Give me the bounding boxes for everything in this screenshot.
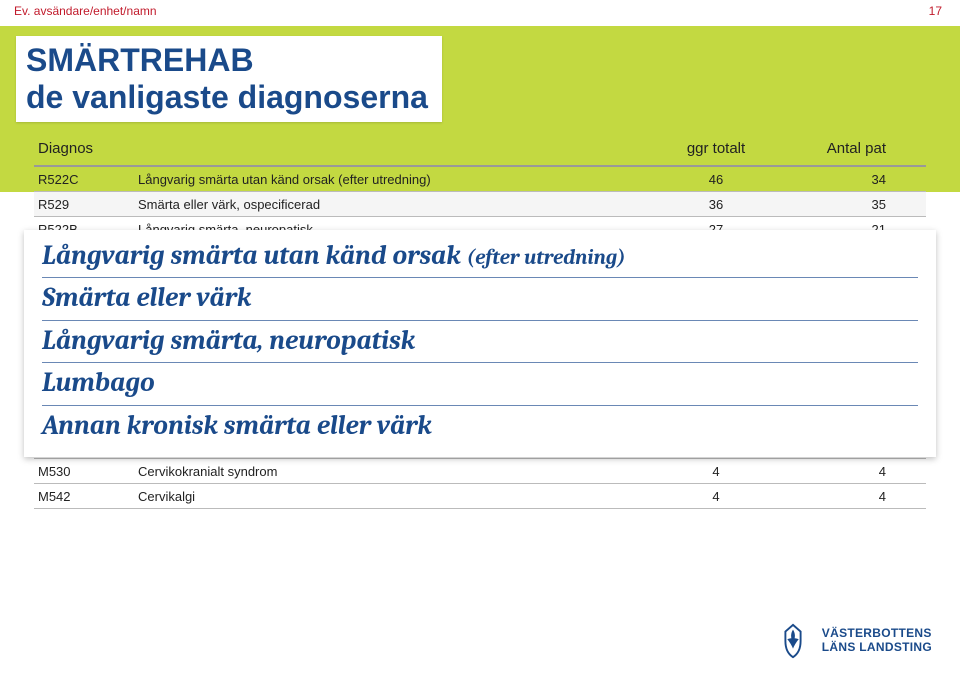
table-row: R529Smärta eller värk, ospecificerad3635 bbox=[34, 192, 926, 217]
table-header-row: Diagnos ggr totalt Antal pat bbox=[34, 134, 926, 166]
table-row: R522CLångvarig smärta utan känd orsak (e… bbox=[34, 166, 926, 192]
page-number: 17 bbox=[929, 4, 942, 18]
landsting-logo: VÄSTERBOTTENS LÄNS LANDSTING bbox=[774, 622, 932, 660]
table-row: M542Cervikalgi44 bbox=[34, 484, 926, 509]
overlay-line: Långvarig smärta utan känd orsak (efter … bbox=[42, 236, 918, 278]
cell-ggr: 36 bbox=[646, 192, 786, 217]
title-line-2: de vanligaste diagnoserna bbox=[26, 79, 428, 115]
logo-text-line2: LÄNS LANDSTING bbox=[822, 641, 932, 655]
cell-code: R529 bbox=[34, 192, 134, 217]
table-row: M530Cervikokranialt syndrom44 bbox=[34, 459, 926, 484]
title-line-1: SMÄRTREHAB bbox=[26, 42, 254, 78]
title-card: SMÄRTREHAB de vanligaste diagnoserna bbox=[16, 36, 442, 122]
cell-desc: Cervikalgi bbox=[134, 484, 646, 509]
cell-antal: 4 bbox=[786, 459, 926, 484]
cell-antal: 4 bbox=[786, 484, 926, 509]
cell-code: M542 bbox=[34, 484, 134, 509]
col-diagnos: Diagnos bbox=[34, 134, 134, 166]
cell-ggr: 4 bbox=[646, 484, 786, 509]
logo-icon bbox=[774, 622, 812, 660]
col-ggr: ggr totalt bbox=[646, 134, 786, 166]
cell-ggr: 46 bbox=[646, 166, 786, 192]
col-antal: Antal pat bbox=[786, 134, 926, 166]
cell-desc: Smärta eller värk, ospecificerad bbox=[134, 192, 646, 217]
cell-antal: 34 bbox=[786, 166, 926, 192]
cell-desc: Långvarig smärta utan känd orsak (efter … bbox=[134, 166, 646, 192]
highlight-overlay: Långvarig smärta utan känd orsak (efter … bbox=[24, 230, 936, 457]
cell-ggr: 4 bbox=[646, 459, 786, 484]
overlay-line: Annan kronisk smärta eller värk bbox=[42, 406, 918, 447]
cell-code: M530 bbox=[34, 459, 134, 484]
overlay-line: Lumbago bbox=[42, 363, 918, 405]
diagnosis-table: Diagnos ggr totalt Antal pat R522CLångva… bbox=[34, 134, 926, 242]
sender-label: Ev. avsändare/enhet/namn bbox=[14, 4, 157, 18]
col-empty bbox=[134, 134, 646, 166]
cell-antal: 35 bbox=[786, 192, 926, 217]
logo-text-line1: VÄSTERBOTTENS bbox=[822, 627, 932, 641]
overlay-line: Smärta eller värk bbox=[42, 278, 918, 320]
logo-text: VÄSTERBOTTENS LÄNS LANDSTING bbox=[822, 627, 932, 655]
cell-code: R522C bbox=[34, 166, 134, 192]
overlay-line: Långvarig smärta, neuropatisk bbox=[42, 321, 918, 363]
cell-desc: Cervikokranialt syndrom bbox=[134, 459, 646, 484]
